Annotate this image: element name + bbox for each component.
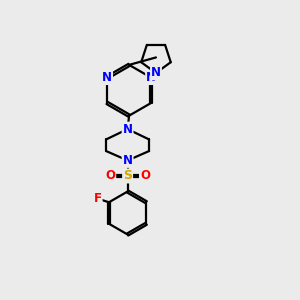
Text: O: O — [140, 169, 150, 182]
Text: F: F — [94, 192, 102, 205]
Text: S: S — [123, 169, 132, 182]
Text: N: N — [102, 71, 112, 84]
Text: O: O — [105, 169, 115, 182]
Text: N: N — [123, 154, 133, 167]
Text: N: N — [123, 123, 133, 136]
Text: N: N — [151, 67, 161, 80]
Text: N: N — [146, 71, 156, 84]
